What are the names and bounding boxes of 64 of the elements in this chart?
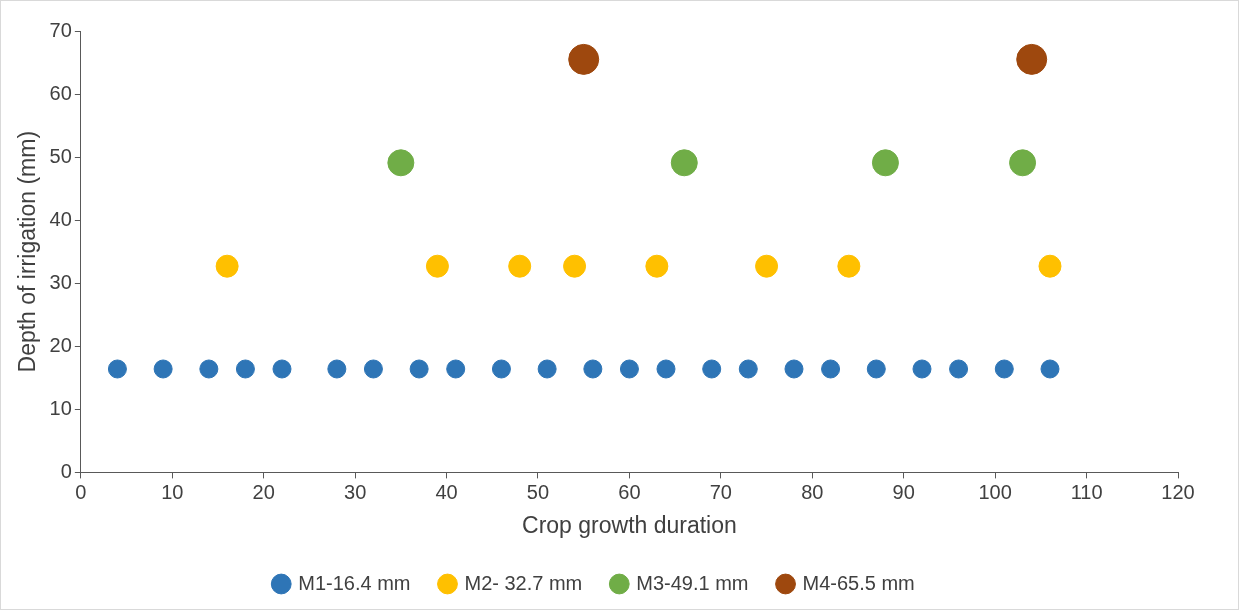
y-tick-label: 70 xyxy=(49,18,72,41)
x-tick-label: 20 xyxy=(252,480,275,503)
point xyxy=(363,359,383,379)
legend-label: M2- 32.7 mm xyxy=(464,571,583,594)
point xyxy=(1038,254,1062,278)
point xyxy=(215,254,239,278)
point xyxy=(670,149,698,177)
x-tick-label: 10 xyxy=(161,480,184,503)
x-tick-label: 110 xyxy=(1070,480,1103,503)
point xyxy=(656,359,676,379)
point xyxy=(425,254,449,278)
y-axis-title: Depth of irrigation (mm) xyxy=(14,130,41,373)
point xyxy=(568,43,600,75)
point xyxy=(994,359,1014,379)
point xyxy=(866,359,886,379)
x-tick-label: 100 xyxy=(978,480,1012,503)
point xyxy=(755,254,779,278)
point xyxy=(702,359,722,379)
point xyxy=(563,254,587,278)
legend-label: M3-49.1 mm xyxy=(636,571,749,594)
point xyxy=(1016,43,1048,75)
point xyxy=(912,359,932,379)
x-tick-label: 60 xyxy=(618,480,641,503)
point xyxy=(409,359,429,379)
legend-label: M4-65.5 mm xyxy=(802,571,915,594)
x-tick-label: 50 xyxy=(526,480,550,503)
x-tick-label: 0 xyxy=(75,480,87,503)
point xyxy=(645,254,669,278)
point xyxy=(949,359,969,379)
x-tick-label: 40 xyxy=(435,480,458,503)
y-tick-label: 40 xyxy=(49,207,72,230)
point xyxy=(1040,359,1060,379)
point xyxy=(871,149,899,177)
legend-label: M1-16.4 mm xyxy=(298,571,411,594)
x-tick-label: 30 xyxy=(344,480,367,503)
point xyxy=(327,359,347,379)
y-tick-label: 50 xyxy=(49,144,72,167)
y-tick-label: 30 xyxy=(49,270,72,293)
x-tick-label: 120 xyxy=(1161,480,1195,503)
point xyxy=(387,149,415,177)
point xyxy=(446,359,466,379)
point xyxy=(1009,149,1037,177)
point xyxy=(821,359,841,379)
point xyxy=(272,359,292,379)
point xyxy=(491,359,511,379)
point xyxy=(784,359,804,379)
point xyxy=(153,359,173,379)
point xyxy=(583,359,603,379)
y-tick-label: 0 xyxy=(60,459,72,482)
point xyxy=(199,359,219,379)
point xyxy=(235,359,255,379)
point xyxy=(837,254,861,278)
point xyxy=(738,359,758,379)
x-tick-label: 80 xyxy=(801,480,824,503)
point xyxy=(508,254,532,278)
point xyxy=(107,359,127,379)
y-tick-label: 10 xyxy=(49,396,72,419)
y-tick-label: 20 xyxy=(49,333,72,356)
y-tick-label: 60 xyxy=(49,81,72,104)
x-axis-title: Crop growth duration xyxy=(522,511,737,538)
point xyxy=(537,359,557,379)
x-tick-label: 70 xyxy=(709,480,732,503)
x-tick-label: 90 xyxy=(892,480,915,503)
point xyxy=(619,359,639,379)
